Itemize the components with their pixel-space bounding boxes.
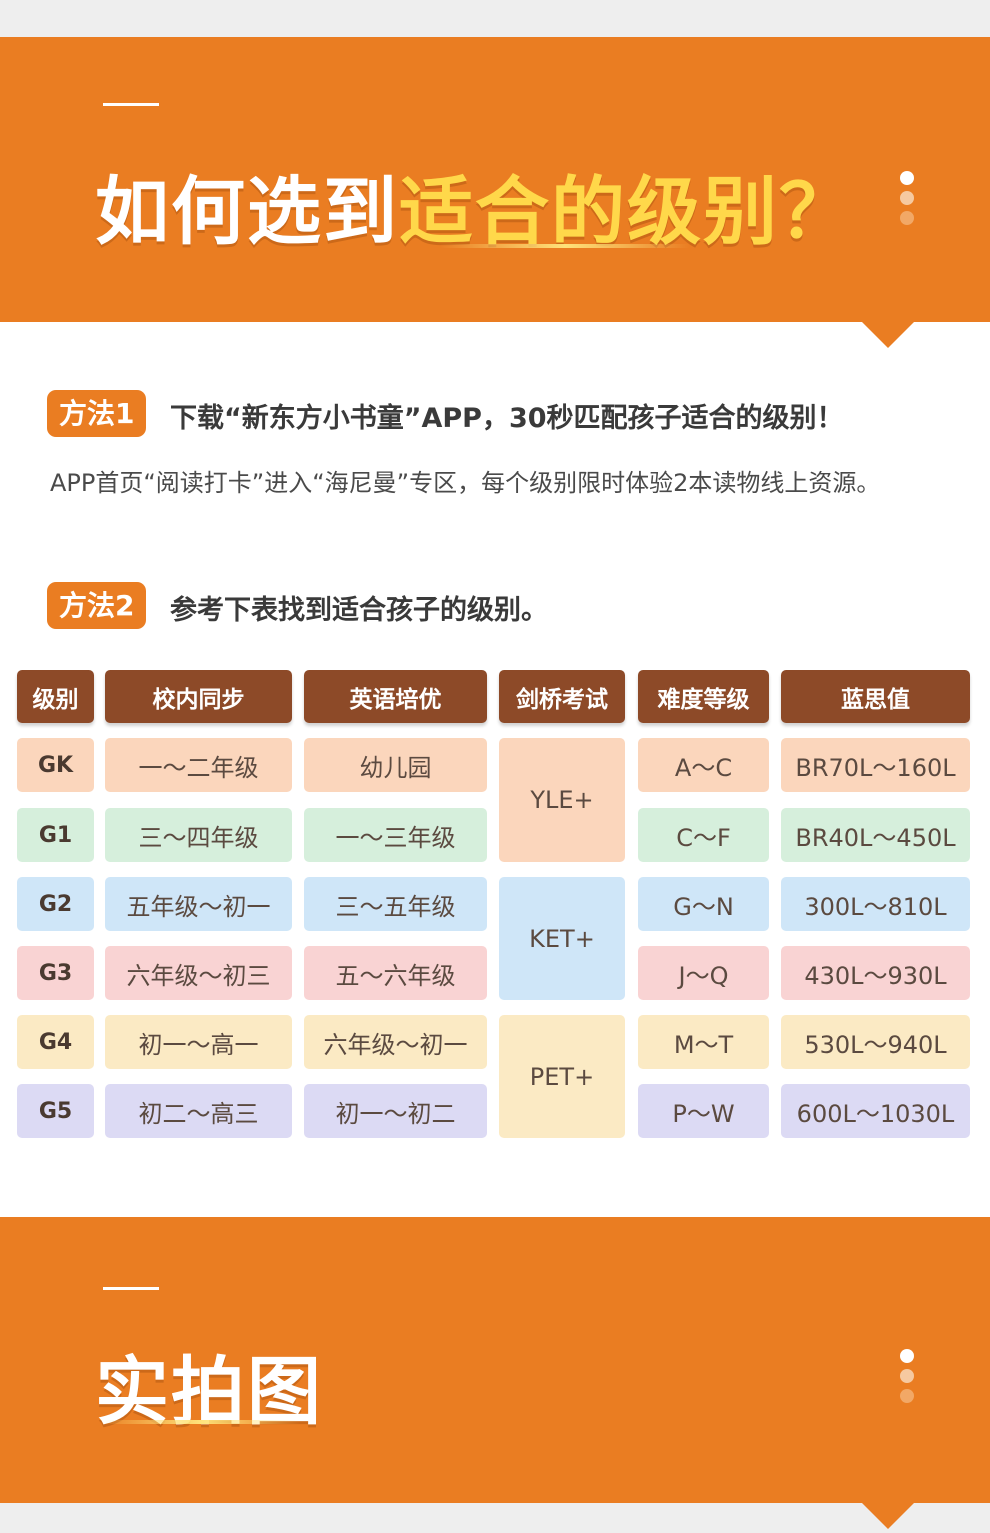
accent-line <box>103 1287 159 1290</box>
row-g3-difficulty: J～Q <box>638 946 769 1000</box>
row-gk-school: 一～二年级 <box>105 738 292 792</box>
row-g1-lexile: BR40L～450L <box>781 808 970 862</box>
method2-heading: 参考下表找到适合孩子的级别。 <box>170 595 548 626</box>
accent-line <box>103 103 159 106</box>
row-g2-level: G2 <box>17 877 94 931</box>
row-g5-difficulty: P～W <box>638 1084 769 1138</box>
header-cambridge: 剑桥考试 <box>499 670 625 723</box>
row-g1-english: 一～三年级 <box>304 808 487 862</box>
header-level: 级别 <box>17 670 94 723</box>
more-dots-icon <box>900 1349 914 1409</box>
section-banner-bottom: 实拍图 <box>0 1217 990 1503</box>
row-g2-english: 三～五年级 <box>304 877 487 931</box>
row-g4-difficulty: M～T <box>638 1015 769 1069</box>
row-g3-level: G3 <box>17 946 94 1000</box>
section-banner-top: 如何选到适合的级别？ <box>0 37 990 322</box>
row-g3-school: 六年级～初三 <box>105 946 292 1000</box>
header-difficulty: 难度等级 <box>638 670 769 723</box>
banner-notch <box>862 1503 914 1529</box>
title-highlight: 适合的级别？ <box>399 169 855 255</box>
cambridge-ket: KET+ <box>499 877 625 1000</box>
method2-tag: 方法2 <box>47 582 147 629</box>
row-g5-level: G5 <box>17 1084 94 1138</box>
header-english: 英语培优 <box>304 670 487 723</box>
header-lexile: 蓝思值 <box>781 670 970 723</box>
more-dots-icon <box>900 171 914 231</box>
row-g1-level: G1 <box>17 808 94 862</box>
cambridge-yle: YLE+ <box>499 738 625 862</box>
row-g5-lexile: 600L～1030L <box>781 1084 970 1138</box>
row-g2-lexile: 300L～810L <box>781 877 970 931</box>
cambridge-pet: PET+ <box>499 1015 625 1138</box>
title-underline-glow <box>440 244 690 248</box>
section-title: 如何选到适合的级别？ <box>95 152 855 259</box>
row-g4-level: G4 <box>17 1015 94 1069</box>
method1-tag: 方法1 <box>47 390 147 437</box>
row-g4-lexile: 530L～940L <box>781 1015 970 1069</box>
header-school: 校内同步 <box>105 670 292 723</box>
row-g3-lexile: 430L～930L <box>781 946 970 1000</box>
row-gk-english: 幼儿园 <box>304 738 487 792</box>
title-plain: 如何选到 <box>95 169 399 255</box>
banner-notch <box>862 322 914 348</box>
row-g3-english: 五～六年级 <box>304 946 487 1000</box>
row-g4-english: 六年级～初一 <box>304 1015 487 1069</box>
row-g2-school: 五年级～初一 <box>105 877 292 931</box>
row-g5-school: 初二～高三 <box>105 1084 292 1138</box>
row-g1-school: 三～四年级 <box>105 808 292 862</box>
method1-body: APP首页“阅读打卡”进入“海尼曼”专区，每个级别限时体验2本读物线上资源。 <box>50 469 881 497</box>
row-g5-english: 初一～初二 <box>304 1084 487 1138</box>
row-g4-school: 初一～高一 <box>105 1015 292 1069</box>
row-gk-lexile: BR70L～160L <box>781 738 970 792</box>
title-underline-glow <box>100 1420 300 1424</box>
method1-heading: 下载“新东方小书童”APP，30秒匹配孩子适合的级别！ <box>170 403 844 434</box>
row-gk-difficulty: A～C <box>638 738 769 792</box>
row-g1-difficulty: C～F <box>638 808 769 862</box>
row-gk-level: GK <box>17 738 94 792</box>
row-g2-difficulty: G～N <box>638 877 769 931</box>
